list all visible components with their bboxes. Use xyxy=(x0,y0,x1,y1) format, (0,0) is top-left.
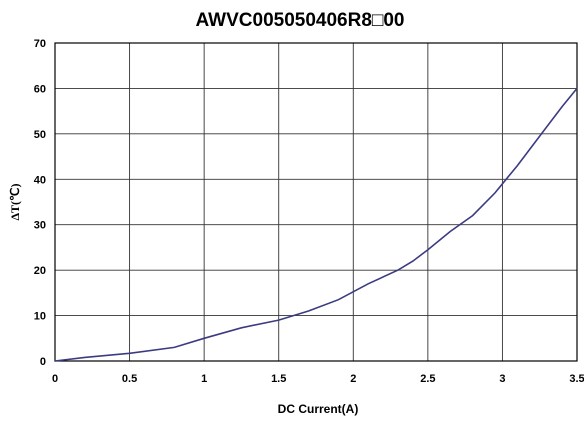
y-axis-label: ΔT(℃) xyxy=(8,184,22,221)
y-tick-label: 20 xyxy=(34,265,46,277)
x-tick-labels: 0 0.5 1 1.5 2 2.5 3 3.5 xyxy=(52,373,584,385)
chart-title: AWVC005050406R8□00 xyxy=(196,10,405,31)
y-tick-label: 50 xyxy=(34,129,46,141)
x-tick-label: 1.5 xyxy=(271,373,286,385)
y-tick-label: 40 xyxy=(34,174,46,186)
plot-frame xyxy=(54,42,578,362)
y-tick-label: 0 xyxy=(40,356,46,368)
x-tick-label: 0.5 xyxy=(122,373,137,385)
x-tick-label: 3 xyxy=(499,373,505,385)
x-tick-label: 2 xyxy=(350,373,356,385)
x-tick-label: 2.5 xyxy=(420,373,435,385)
y-tick-label: 60 xyxy=(34,83,46,95)
y-tick-labels: 0 10 20 30 40 50 60 70 xyxy=(34,38,46,368)
x-tick-label: 3.5 xyxy=(569,373,584,385)
series-line xyxy=(54,87,578,362)
x-axis-label: DC Current(A) xyxy=(278,402,359,416)
grid xyxy=(54,42,578,362)
x-tick-label: 1 xyxy=(201,373,207,385)
x-tick-label: 0 xyxy=(52,373,58,385)
y-tick-label: 30 xyxy=(34,220,46,232)
y-tick-label: 70 xyxy=(34,38,46,50)
y-tick-label: 10 xyxy=(34,311,46,323)
